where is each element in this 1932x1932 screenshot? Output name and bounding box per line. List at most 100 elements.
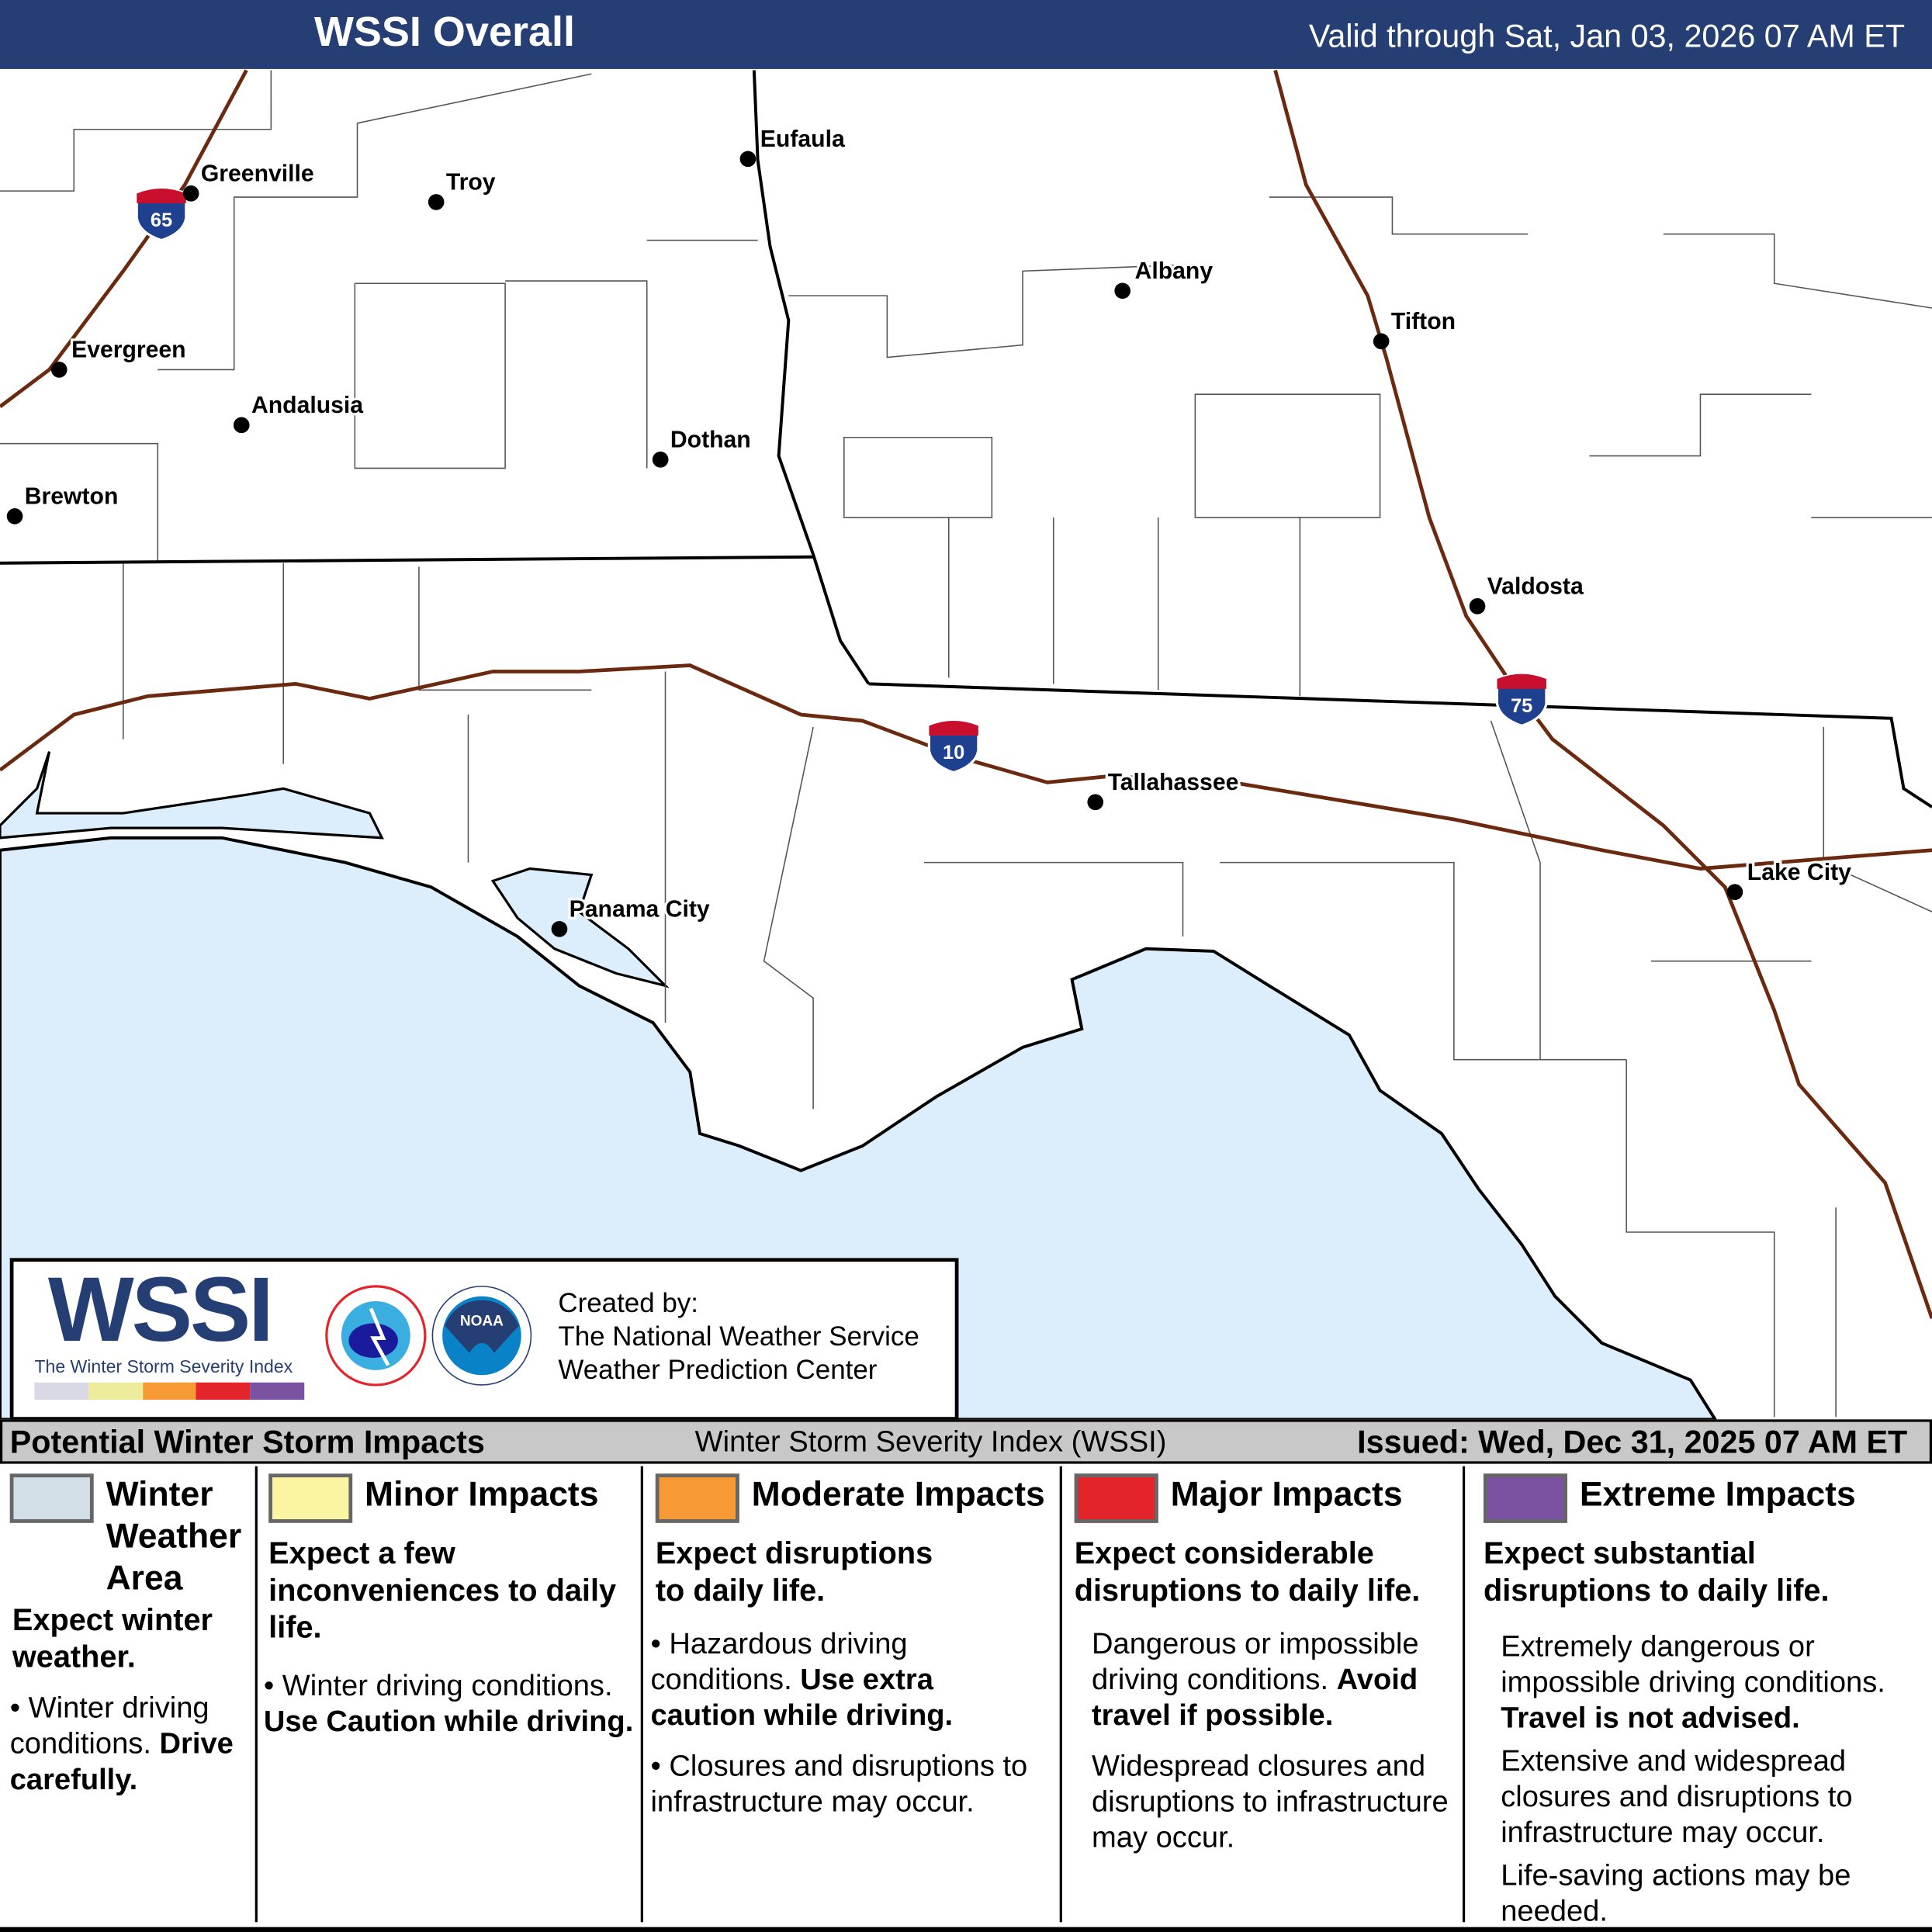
- legend-head: Moderate Impacts: [646, 1473, 1060, 1523]
- legend-extreme: Extreme Impacts Expect substantial disru…: [1473, 1461, 1930, 1928]
- city-dot: [1726, 884, 1743, 901]
- divider: [1462, 1466, 1466, 1923]
- city-label: Valdosta: [1487, 573, 1584, 599]
- credit-box: WSSI The Winter Storm Severity Index NOA…: [9, 1258, 959, 1421]
- city-eufaula[interactable]: Eufaula: [739, 124, 847, 168]
- map-title: WSSI Overall: [313, 9, 576, 56]
- legend-moderate: Moderate Impacts Expect disruptions to d…: [646, 1461, 1060, 1924]
- swatch: [655, 1473, 739, 1523]
- bullet-bold: Use Caution while driving.: [263, 1705, 634, 1739]
- legend-winter-weather: Winter Weather Area Expect winter weathe…: [0, 1461, 254, 1924]
- text-bold: Travel is not advised.: [1501, 1702, 1800, 1735]
- noaa-logo-icon: NOAA: [431, 1286, 532, 1386]
- legend-title: Major Impacts: [1170, 1474, 1403, 1514]
- bullet-bold: Drive carefully.: [9, 1727, 234, 1797]
- wssi-color-bar: [34, 1382, 305, 1400]
- header-bar: WSSI Overall Valid through Sat, Jan 03, …: [0, 0, 1932, 69]
- divider: [254, 1466, 258, 1923]
- city-label: Dothan: [670, 427, 751, 452]
- valid-time: Valid through Sat, Jan 03, 2026 07 AM ET: [1308, 17, 1906, 54]
- bar-seg: [34, 1382, 89, 1400]
- credit-line: The National Weather Service: [558, 1321, 919, 1352]
- city-label: Tallahassee: [1108, 770, 1239, 795]
- bullet-text: Hazardous driving conditions.: [650, 1627, 908, 1697]
- al-ga-border: [752, 70, 871, 685]
- legend-title: Winter Weather Area: [106, 1474, 242, 1598]
- shield-number: 65: [151, 209, 172, 231]
- city-tallahassee[interactable]: Tallahassee: [1087, 767, 1241, 811]
- credit-text: Created by: The National Weather Service…: [558, 1286, 919, 1387]
- noaa-text: NOAA: [460, 1314, 504, 1330]
- legend-head: Extreme Impacts: [1473, 1473, 1930, 1523]
- shield-number: 75: [1511, 695, 1532, 717]
- swatch: [9, 1473, 94, 1523]
- city-valdosta[interactable]: Valdosta: [1469, 571, 1586, 615]
- legend-head: Winter Weather Area: [0, 1473, 254, 1599]
- city-dot: [182, 185, 199, 202]
- legend-title: Extreme Impacts: [1579, 1474, 1856, 1514]
- city-label: Lake City: [1747, 860, 1851, 885]
- city-tifton[interactable]: Tifton: [1373, 306, 1458, 350]
- city-lake-city[interactable]: Lake City: [1726, 857, 1854, 901]
- swatch: [268, 1473, 353, 1523]
- city-panama-city[interactable]: Panama City: [551, 894, 712, 937]
- i10-route: [0, 663, 1932, 871]
- legend-summary: Expect winter weather.: [12, 1603, 213, 1675]
- divider: [1059, 1466, 1062, 1923]
- state-borders: [0, 70, 1932, 808]
- wssi-logo: WSSI: [47, 1258, 274, 1361]
- divider: [640, 1466, 643, 1923]
- bullet-bold: Use extra caution while driving.: [650, 1663, 954, 1733]
- legend-head: Major Impacts: [1065, 1473, 1461, 1523]
- st-andrew-bay: [490, 867, 670, 989]
- city-dot: [551, 921, 568, 937]
- map[interactable]: 65 10 75 Greenville Troy Eufaula Albany Tifton…: [0, 68, 1932, 1420]
- legend-summary: Expect substantial disruptions to daily …: [1483, 1536, 1830, 1608]
- impact-legend: Winter Weather Area Expect winter weathe…: [0, 1461, 1932, 1928]
- city-dot: [1114, 282, 1130, 299]
- city-dot: [1373, 333, 1390, 350]
- legend-summary: Expect a few inconveniences to daily lif…: [268, 1536, 617, 1645]
- legend-text: Extremely dangerous or impossible drivin…: [1473, 1629, 1926, 1736]
- impacts-heading: Potential Winter Storm Impacts: [9, 1423, 485, 1460]
- al-fl-border: [0, 555, 814, 565]
- city-albany[interactable]: Albany: [1114, 256, 1216, 299]
- city-greenville[interactable]: Greenville: [182, 158, 317, 202]
- county-lines: [0, 70, 1932, 1418]
- city-label: Eufaula: [760, 126, 845, 152]
- city-dot: [233, 417, 250, 434]
- swatch: [1074, 1473, 1158, 1523]
- city-evergreen[interactable]: Evergreen: [50, 334, 189, 378]
- city-dot: [428, 194, 445, 210]
- city-label: Troy: [446, 170, 496, 196]
- city-andalusia[interactable]: Andalusia: [233, 390, 365, 434]
- legend-bullet: • Winter driving conditions. Drive caref…: [9, 1691, 234, 1797]
- i65-route: [0, 69, 248, 408]
- legend-summary: Expect disruptions to daily life.: [655, 1536, 933, 1608]
- city-dothan[interactable]: Dothan: [652, 424, 753, 468]
- legend-bullet: • Closures and disruptions to infrastruc…: [650, 1749, 1028, 1819]
- bar-seg: [250, 1382, 305, 1400]
- legend-bullet: • Hazardous driving conditions. Use extr…: [650, 1627, 954, 1733]
- index-name: Winter Storm Severity Index (WSSI): [694, 1425, 1167, 1459]
- bottom-border: [0, 1927, 1932, 1932]
- city-label: Albany: [1135, 258, 1214, 284]
- credit-line: Weather Prediction Center: [558, 1354, 878, 1385]
- text: Dangerous or impossible driving conditio…: [1091, 1627, 1419, 1697]
- city-dot: [1087, 794, 1104, 811]
- text-bold: Avoid travel if possible.: [1091, 1663, 1418, 1733]
- legend-text: Dangerous or impossible driving conditio…: [1065, 1626, 1461, 1733]
- city-brewton[interactable]: Brewton: [6, 481, 121, 525]
- nws-logo-icon: [325, 1285, 427, 1387]
- bar-seg: [196, 1382, 251, 1400]
- city-label: Tifton: [1391, 309, 1456, 334]
- city-label: Greenville: [201, 161, 314, 186]
- legend-summary: Expect considerable disruptions to daily…: [1074, 1536, 1421, 1608]
- wssi-subtitle: The Winter Storm Severity Index: [34, 1357, 293, 1378]
- city-dot: [739, 151, 757, 168]
- city-troy[interactable]: Troy: [428, 167, 498, 210]
- issued-time: Issued: Wed, Dec 31, 2025 07 AM ET: [1357, 1423, 1908, 1460]
- city-label: Brewton: [25, 483, 119, 509]
- bullet-text: Winter driving conditions.: [282, 1669, 613, 1703]
- interstate-75-shield-icon: 75: [1495, 673, 1548, 728]
